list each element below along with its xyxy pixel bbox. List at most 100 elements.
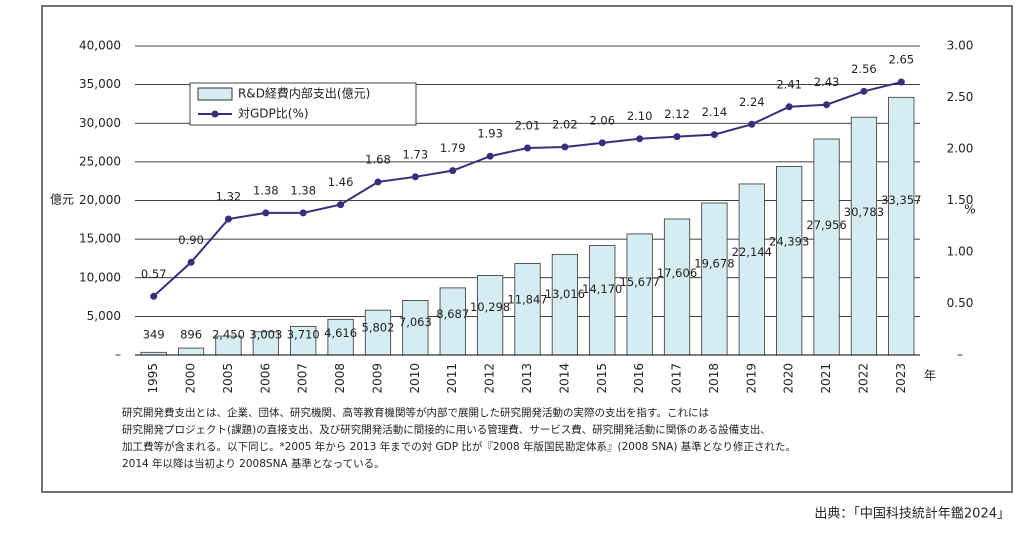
line-value-label: 1.68	[365, 152, 391, 166]
x-tick-label: 2016	[632, 363, 646, 394]
line-value-label: 2.02	[552, 117, 578, 131]
y-tick-label: 40,000	[79, 39, 121, 53]
bar	[477, 275, 504, 356]
line-value-label: 1.79	[440, 141, 466, 155]
legend-label: 対GDP比(%)	[238, 107, 309, 121]
bar-value-label: 13,016	[545, 287, 585, 301]
note: 研究開発プロジェクト(課題)の直接支出、及び研究開発活動に間接的に用いる管理費、…	[122, 423, 771, 436]
x-tick-label: 2010	[408, 363, 422, 394]
bar	[813, 138, 840, 356]
line-point	[299, 209, 307, 217]
line-point	[710, 131, 718, 139]
line-value-label: 2.56	[851, 62, 877, 76]
bar-value-label: 27,956	[806, 218, 846, 232]
bar	[290, 325, 317, 356]
bar	[177, 347, 205, 356]
line-value-label: 1.46	[328, 175, 354, 189]
y-tick-label: 25,000	[79, 154, 121, 168]
line-point	[897, 78, 905, 86]
y-tick-label: 10,000	[79, 270, 121, 284]
line-point	[374, 178, 382, 186]
bar	[439, 287, 466, 356]
line-point	[561, 143, 569, 151]
x-tick-label: 2017	[670, 363, 684, 394]
bar-value-label: 19,678	[694, 256, 734, 270]
bar	[663, 218, 691, 356]
bar	[589, 245, 616, 356]
line-point	[636, 135, 644, 143]
bar	[888, 96, 915, 356]
line-point	[150, 292, 158, 300]
y-tick-label: 15,000	[79, 232, 121, 246]
y-tick-label: 35,000	[79, 77, 121, 91]
source: 出典：「中国科技統計年鑑2024」	[814, 506, 1010, 522]
line-point	[337, 201, 345, 209]
bar	[626, 233, 653, 356]
bar	[701, 202, 728, 356]
bar-value-label: 30,783	[844, 205, 884, 219]
frame	[41, 5, 1013, 493]
line-point	[224, 215, 232, 223]
x-tick-label: 2009	[370, 363, 384, 394]
bar-value-label: 22,144	[732, 245, 772, 259]
bar-value-label: 896	[180, 328, 202, 342]
bar-value-label: 3,710	[287, 328, 320, 342]
bar-value-label: 11,847	[507, 293, 547, 307]
note: 加工費等が含まれる。以下同じ。*2005 年から 2013 年までの対 GDP …	[122, 440, 796, 453]
bar-value-label: 14,170	[582, 282, 622, 296]
line-value-label: 2.12	[664, 107, 690, 121]
y-tick-label: 20,000	[79, 193, 121, 207]
line-point	[486, 152, 494, 160]
y2-tick-label: 2.50	[947, 90, 974, 104]
line-point	[785, 103, 793, 111]
y2-tick-label: –	[957, 348, 963, 362]
x-tick-label: 2007	[296, 363, 310, 394]
line-point	[187, 258, 195, 266]
line-value-label: 2.06	[589, 113, 615, 127]
bar-value-label: 349	[143, 328, 165, 342]
bar-value-label: 17,606	[657, 266, 697, 280]
x-tick-label: 1995	[146, 363, 160, 394]
bar	[776, 166, 803, 356]
line-value-label: 1.32	[216, 190, 242, 204]
legend-marker	[211, 110, 219, 118]
line-value-label: 2.43	[814, 75, 840, 89]
line-value-label: 2.41	[776, 77, 802, 91]
line-value-label: 2.24	[739, 95, 765, 109]
x-tick-label: 2022	[856, 363, 870, 394]
bar-value-label: 7,063	[399, 315, 432, 329]
y2-axis-label: %	[964, 203, 975, 217]
x-tick-label: 2018	[707, 363, 721, 394]
line-value-label: 0.90	[178, 233, 204, 247]
note: 研究開発費支出とは、企業、団体、研究機関、高等教育機関等が内部で展開した研究開発…	[122, 406, 709, 419]
x-tick-label: 2014	[557, 363, 571, 394]
line-value-label: 0.57	[141, 267, 167, 281]
bar-value-label: 2,450	[212, 328, 245, 342]
x-tick-label: 2019	[744, 363, 758, 394]
line-point	[262, 209, 270, 217]
x-tick-label: 2015	[595, 363, 609, 394]
note: 2014 年以降は当初より 2008SNA 基準となっている。	[122, 457, 385, 470]
line-value-label: 1.38	[253, 183, 279, 197]
bar	[850, 116, 878, 356]
line-value-label: 2.10	[627, 109, 653, 123]
x-tick-label: 2023	[894, 363, 908, 394]
line-point	[748, 120, 756, 128]
bar-value-label: 10,298	[470, 300, 510, 314]
bar-value-label: 3,003	[249, 328, 282, 342]
x-tick-label: 2005	[221, 363, 235, 394]
bar	[738, 183, 765, 356]
x-tick-label: 2000	[184, 363, 198, 394]
bar-value-label: 5,802	[362, 321, 395, 335]
x-tick-label: 2011	[445, 363, 459, 394]
line-point	[524, 144, 531, 152]
line-value-label: 1.38	[290, 183, 316, 197]
line-point	[598, 139, 606, 147]
x-tick-label: 2006	[258, 363, 272, 394]
line-value-label: 2.65	[889, 53, 915, 67]
bar-value-label: 15,677	[620, 275, 660, 289]
bar	[551, 254, 578, 356]
line-point	[860, 87, 868, 95]
legend-swatch	[197, 87, 233, 101]
